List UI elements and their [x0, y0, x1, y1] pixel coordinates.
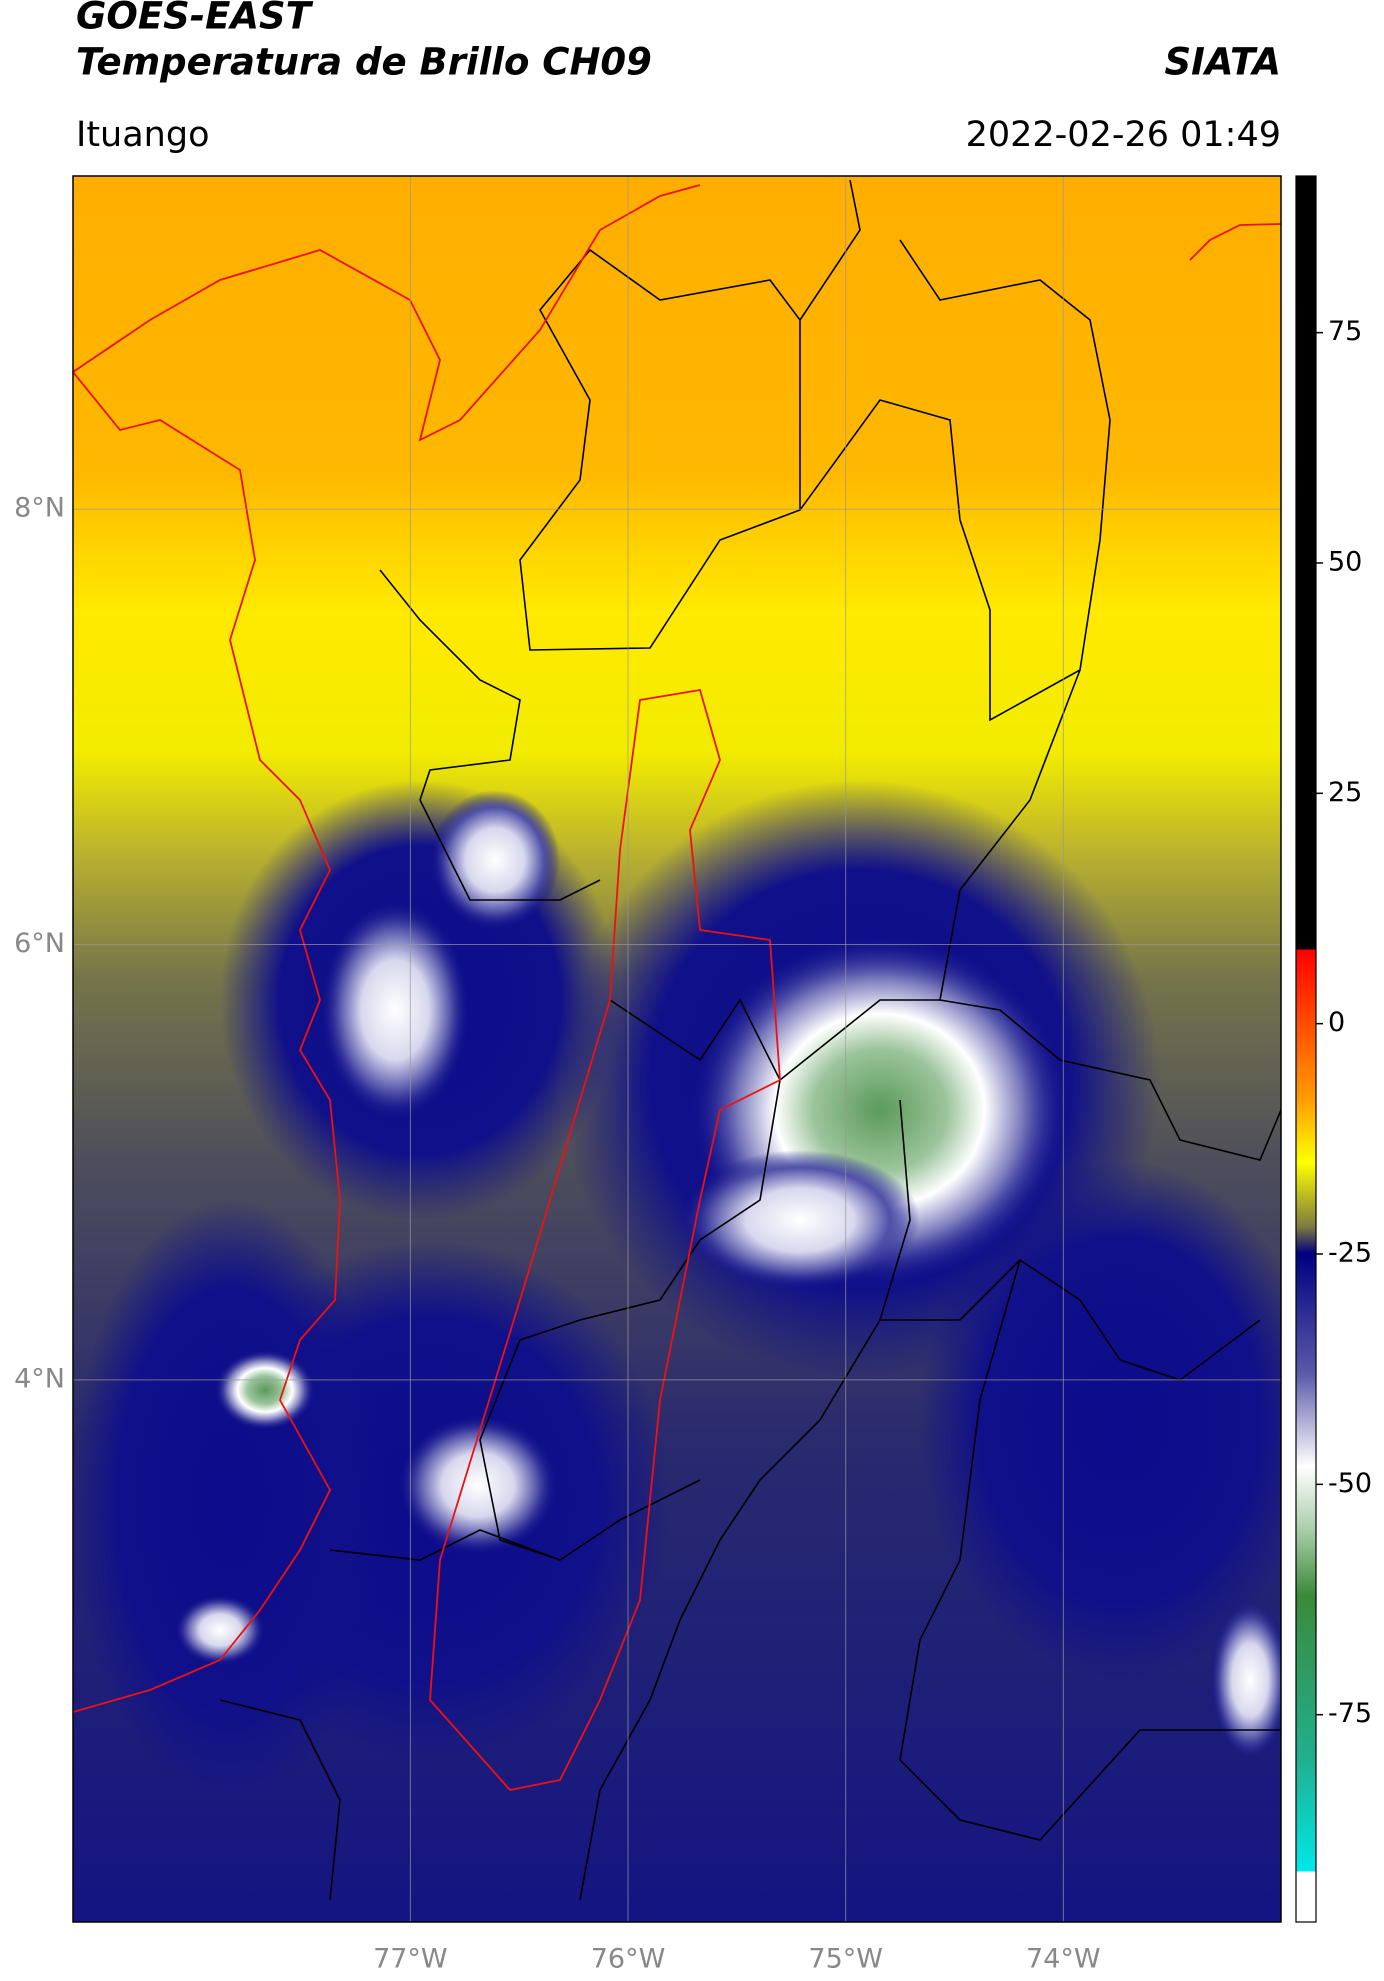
colorbar-tick-label: 25: [1328, 777, 1362, 808]
convective-cell: [398, 1415, 558, 1555]
convective-cell: [175, 1595, 265, 1665]
x-tick-label: 76°W: [591, 1944, 666, 1975]
convective-cell: [215, 1350, 315, 1430]
y-tick-label: 6°N: [14, 928, 65, 959]
convective-cell: [320, 900, 470, 1120]
subtitle: Temperatura de Brillo CH09: [76, 41, 652, 84]
ticks: 77°W 76°W 75°W 74°W 8°N 6°N 4°N 75 50 25 0 -25 -50 -7…: [14, 316, 1372, 1974]
convective-cell: [1210, 1600, 1281, 1760]
map-image: [73, 176, 1281, 1922]
x-tick-label: 74°W: [1026, 1944, 1101, 1975]
colorbar-tick-label: 75: [1328, 316, 1362, 347]
colorbar-tick-label: -75: [1328, 1698, 1372, 1729]
x-tick-label: 75°W: [808, 1944, 883, 1975]
y-tick-label: 8°N: [14, 493, 65, 524]
map-frame: [72, 175, 1282, 1923]
colorbar-tick-label: -50: [1328, 1468, 1372, 1499]
organization: SIATA: [1164, 41, 1281, 84]
convective-cell: [680, 1150, 920, 1290]
borders: [219, 179, 1281, 1901]
colorbar: [1295, 175, 1317, 1923]
datetime: 2022-02-26 01:49: [966, 115, 1281, 155]
location: Ituango: [76, 115, 210, 155]
cloud: [920, 1160, 1281, 1680]
colorbar-tick-label: 0: [1328, 1007, 1345, 1038]
colorbar-tick-label: -25: [1328, 1238, 1372, 1269]
title: GOES-EAST: [76, 0, 314, 38]
y-tick-label: 4°N: [14, 1363, 65, 1394]
colorbar-tick-label: 50: [1328, 546, 1362, 577]
cloud: [73, 1200, 390, 1800]
national-borders: [73, 184, 1281, 1791]
convective-cell: [430, 790, 560, 930]
grid: [73, 176, 1281, 1922]
x-tick-label: 77°W: [373, 1944, 448, 1975]
